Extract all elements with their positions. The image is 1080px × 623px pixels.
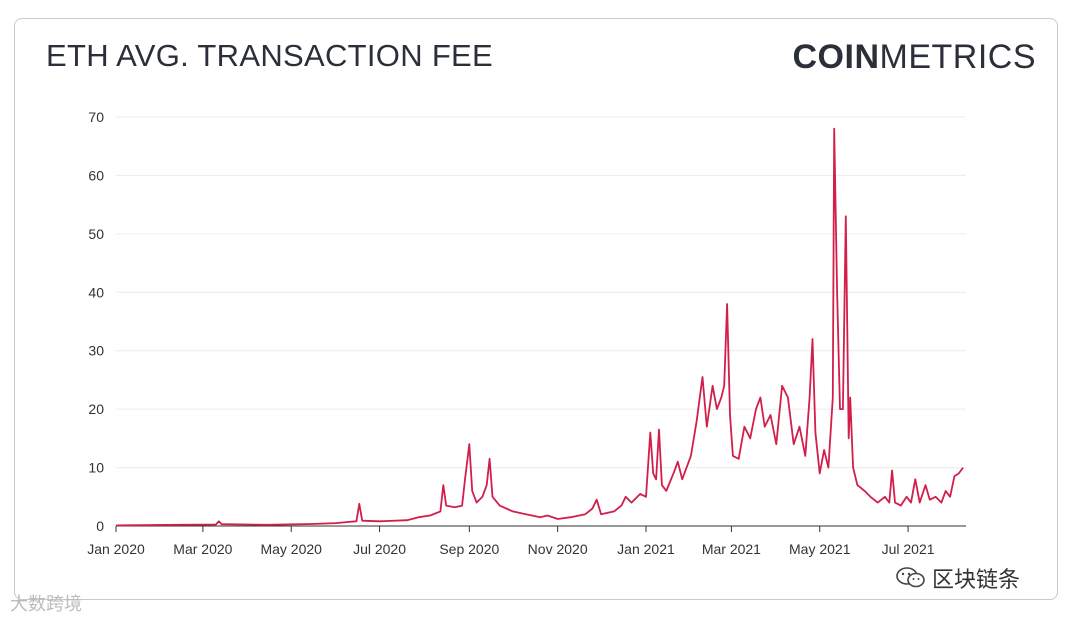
watermark-right: 区块链条 xyxy=(896,562,1020,594)
y-tick-label: 60 xyxy=(88,167,104,183)
x-tick-label: Mar 2021 xyxy=(702,541,761,557)
x-tick-label: Jul 2021 xyxy=(882,541,935,557)
y-axis-ticks: 0 10 20 30 40 50 60 70 xyxy=(88,109,104,534)
chart-frame xyxy=(14,18,1058,600)
watermark-right-text: 区块链条 xyxy=(932,567,1021,592)
y-tick-label: 70 xyxy=(88,109,104,125)
watermark-left: 大数跨境 xyxy=(10,594,82,614)
y-tick-label: 40 xyxy=(88,284,104,300)
y-tick-label: 50 xyxy=(88,226,104,242)
x-tick-label: Jul 2020 xyxy=(353,541,406,557)
x-tick-label: Nov 2020 xyxy=(528,541,588,557)
chart-title: ETH AVG. TRANSACTION FEE xyxy=(46,38,494,73)
x-tick-label: Jan 2021 xyxy=(617,541,675,557)
x-tick-label: Sep 2020 xyxy=(439,541,499,557)
x-axis-ticks: Jan 2020 Mar 2020 May 2020 Jul 2020 Sep 2020… xyxy=(87,526,935,557)
x-tick-label: May 2020 xyxy=(260,541,322,557)
grid-lines xyxy=(116,116,966,469)
x-tick-label: May 2021 xyxy=(789,541,851,557)
y-tick-label: 10 xyxy=(88,460,104,476)
y-tick-label: 30 xyxy=(88,343,104,359)
y-tick-label: 20 xyxy=(88,401,104,417)
x-tick-label: Jan 2020 xyxy=(87,541,145,557)
brand-logo-bold: COIN xyxy=(792,38,880,76)
wechat-icon xyxy=(896,567,925,588)
brand-logo-light: METRICS xyxy=(879,38,1036,76)
series-line xyxy=(115,127,964,527)
x-tick-label: Mar 2020 xyxy=(173,541,232,557)
y-tick-label: 0 xyxy=(96,518,104,534)
brand-logo: COINMETRICS xyxy=(793,38,1037,77)
